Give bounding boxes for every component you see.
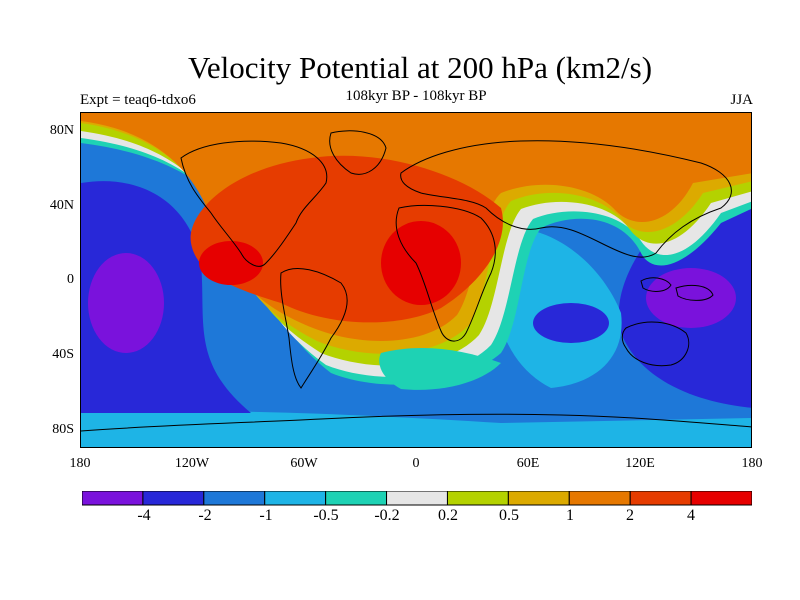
lat-label-eq: 0 bbox=[67, 272, 74, 287]
colorbar-label-m1: -1 bbox=[259, 507, 273, 524]
colorbar-label-p02: 0.2 bbox=[438, 507, 458, 524]
colorbar-swatch bbox=[446, 490, 509, 506]
colorbar-label-p1: 1 bbox=[566, 507, 574, 524]
colorbar-label-m4: -4 bbox=[137, 507, 151, 524]
colorbar-label-p2: 2 bbox=[626, 507, 634, 524]
season-label: JJA bbox=[730, 92, 753, 108]
lon-label-180e: 180 bbox=[741, 456, 763, 471]
plot-subtitle: 108kyr BP - 108kyr BP bbox=[345, 88, 487, 104]
map-canvas bbox=[81, 113, 751, 447]
colorbar-canvas bbox=[81, 490, 753, 506]
field-sa-teal-lobe bbox=[379, 348, 501, 390]
coast-new-guinea bbox=[675, 284, 714, 301]
colorbar-swatch bbox=[81, 490, 144, 506]
plot-title: Velocity Potential at 200 hPa (km2/s) bbox=[187, 50, 653, 85]
coast-south-america bbox=[280, 267, 348, 389]
colorbar-swatch bbox=[325, 490, 388, 506]
colorbar-swatch bbox=[568, 490, 631, 506]
field-pacific-min bbox=[88, 253, 164, 353]
lat-label-40s: 40S bbox=[52, 347, 74, 362]
lon-label-60e: 60E bbox=[516, 456, 540, 471]
field-max-west bbox=[199, 241, 263, 285]
coast-australia bbox=[621, 321, 690, 367]
field-westpac-min bbox=[646, 268, 736, 328]
coast-eurasia bbox=[400, 140, 732, 258]
field-max-africa bbox=[381, 221, 461, 305]
lon-label-0: 0 bbox=[412, 456, 420, 471]
coastlines bbox=[81, 130, 751, 432]
colorbar-label-p4: 4 bbox=[687, 507, 695, 524]
colorbar-swatches bbox=[81, 490, 753, 506]
coast-greenland bbox=[329, 130, 387, 175]
colorbar-label-m2: -2 bbox=[198, 507, 212, 524]
colorbar-swatch bbox=[386, 490, 448, 506]
lon-label-120e: 120E bbox=[625, 456, 655, 471]
colorbar-swatch bbox=[264, 490, 327, 506]
lon-label-60w: 60W bbox=[290, 456, 318, 471]
coast-africa bbox=[395, 204, 496, 342]
lat-label-40n: 40N bbox=[49, 198, 74, 213]
colorbar-label-m02: -0.2 bbox=[374, 507, 400, 524]
colorbar-swatch bbox=[690, 490, 753, 506]
colorbar-swatch bbox=[142, 490, 205, 506]
experiment-label: Expt = teaq6-tdxo6 bbox=[80, 92, 196, 108]
coast-borneo bbox=[640, 277, 672, 292]
colorbar-swatch bbox=[629, 490, 692, 506]
colorbar-swatch bbox=[507, 490, 570, 506]
colorbar bbox=[81, 490, 753, 512]
colorbar-label-p05: 0.5 bbox=[499, 507, 519, 524]
colorbar-swatch bbox=[203, 490, 266, 506]
lat-label-80s: 80S bbox=[52, 422, 74, 437]
field-pacific-blue bbox=[81, 181, 251, 413]
coast-north-america bbox=[180, 140, 328, 267]
field-south-band bbox=[81, 411, 751, 447]
colorbar-label-m05: -0.5 bbox=[313, 507, 339, 524]
lat-label-80n: 80N bbox=[49, 123, 74, 138]
field-indian-min bbox=[533, 303, 609, 343]
lon-label-120w: 120W bbox=[174, 456, 210, 471]
velocity-potential-map bbox=[80, 112, 752, 448]
lon-label-180w: 180 bbox=[69, 456, 91, 471]
coast-antarctica bbox=[81, 413, 751, 432]
